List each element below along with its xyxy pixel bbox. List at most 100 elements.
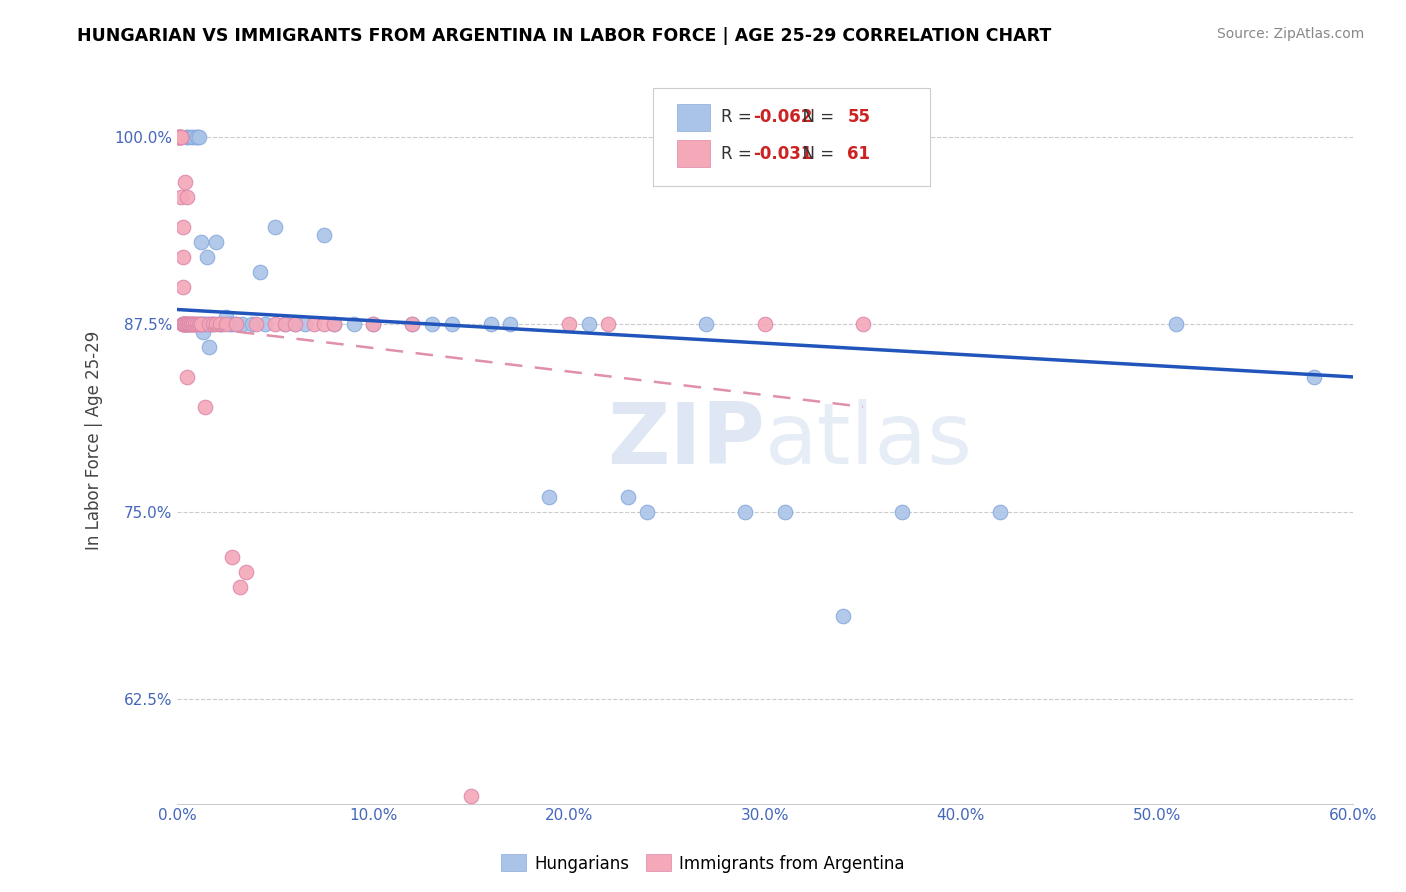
Point (225, 318, 247, 332)
Point (342, 318, 364, 332)
Point (558, 318, 581, 332)
Point (225, 318, 247, 332)
Text: -0.031: -0.031 (754, 145, 813, 162)
Point (249, 265, 271, 279)
Point (215, 310, 238, 324)
Point (172, 318, 194, 332)
Point (176, 190, 198, 204)
Point (195, 318, 218, 332)
Point (235, 565, 257, 579)
Point (578, 318, 600, 332)
Point (221, 318, 243, 332)
Legend: Hungarians, Immigrants from Argentina: Hungarians, Immigrants from Argentina (495, 847, 911, 880)
Point (176, 318, 198, 332)
Point (264, 318, 287, 332)
Point (177, 318, 200, 332)
Point (194, 400, 217, 414)
Point (174, 318, 197, 332)
FancyBboxPatch shape (654, 88, 929, 186)
Text: R =: R = (721, 145, 758, 162)
Point (440, 318, 463, 332)
Point (209, 318, 232, 332)
Point (187, 130, 209, 145)
Point (284, 318, 307, 332)
Point (176, 130, 198, 145)
Point (240, 318, 263, 332)
Point (314, 227, 336, 242)
Point (167, 130, 190, 145)
Point (180, 318, 202, 332)
Point (172, 280, 194, 294)
Point (194, 318, 217, 332)
Point (401, 318, 423, 332)
Point (420, 318, 443, 332)
Point (852, 318, 875, 332)
Point (401, 318, 423, 332)
Point (229, 580, 252, 594)
Point (205, 235, 228, 249)
Point (180, 130, 202, 145)
Text: 55: 55 (848, 109, 870, 127)
Point (176, 318, 198, 332)
Point (891, 505, 914, 519)
Text: ZIP: ZIP (607, 399, 765, 482)
Point (264, 220, 287, 235)
Point (200, 318, 222, 332)
Point (1302, 370, 1324, 384)
Point (172, 318, 194, 332)
Point (190, 318, 212, 332)
Point (172, 318, 194, 332)
Point (180, 318, 202, 332)
Text: R =: R = (721, 109, 758, 127)
Point (499, 318, 522, 332)
Point (284, 318, 307, 332)
Text: -0.062: -0.062 (754, 109, 813, 127)
Point (167, 130, 190, 145)
Point (174, 318, 197, 332)
Point (191, 325, 214, 339)
Point (221, 549, 243, 564)
Point (538, 490, 561, 504)
Text: atlas: atlas (765, 399, 973, 482)
Point (174, 318, 197, 332)
Point (170, 130, 193, 145)
Point (174, 318, 197, 332)
Point (167, 130, 190, 145)
Point (832, 609, 855, 624)
Point (184, 318, 207, 332)
Text: 61: 61 (848, 145, 870, 162)
Point (187, 318, 209, 332)
Text: N =: N = (792, 145, 839, 162)
Y-axis label: In Labor Force | Age 25-29: In Labor Force | Age 25-29 (86, 331, 103, 550)
Point (734, 505, 756, 519)
Point (254, 318, 277, 332)
Point (361, 318, 384, 332)
Point (184, 318, 207, 332)
Point (187, 318, 209, 332)
Point (170, 190, 193, 204)
Text: HUNGARIAN VS IMMIGRANTS FROM ARGENTINA IN LABOR FORCE | AGE 25-29 CORRELATION CH: HUNGARIAN VS IMMIGRANTS FROM ARGENTINA I… (77, 27, 1052, 45)
Point (231, 318, 253, 332)
Point (219, 318, 242, 332)
Point (988, 505, 1011, 519)
Point (314, 318, 336, 332)
Point (176, 370, 198, 384)
Point (598, 318, 620, 332)
Point (172, 250, 194, 264)
FancyBboxPatch shape (676, 140, 710, 168)
Point (186, 130, 208, 145)
Point (636, 505, 658, 519)
Point (209, 318, 232, 332)
Point (754, 318, 776, 332)
Point (176, 130, 198, 145)
Point (304, 318, 326, 332)
Point (172, 220, 194, 235)
Point (170, 130, 193, 145)
Point (245, 318, 267, 332)
Point (294, 318, 316, 332)
Point (211, 318, 233, 332)
Point (215, 318, 238, 332)
Point (201, 318, 224, 332)
Point (195, 250, 218, 264)
Point (197, 318, 219, 332)
